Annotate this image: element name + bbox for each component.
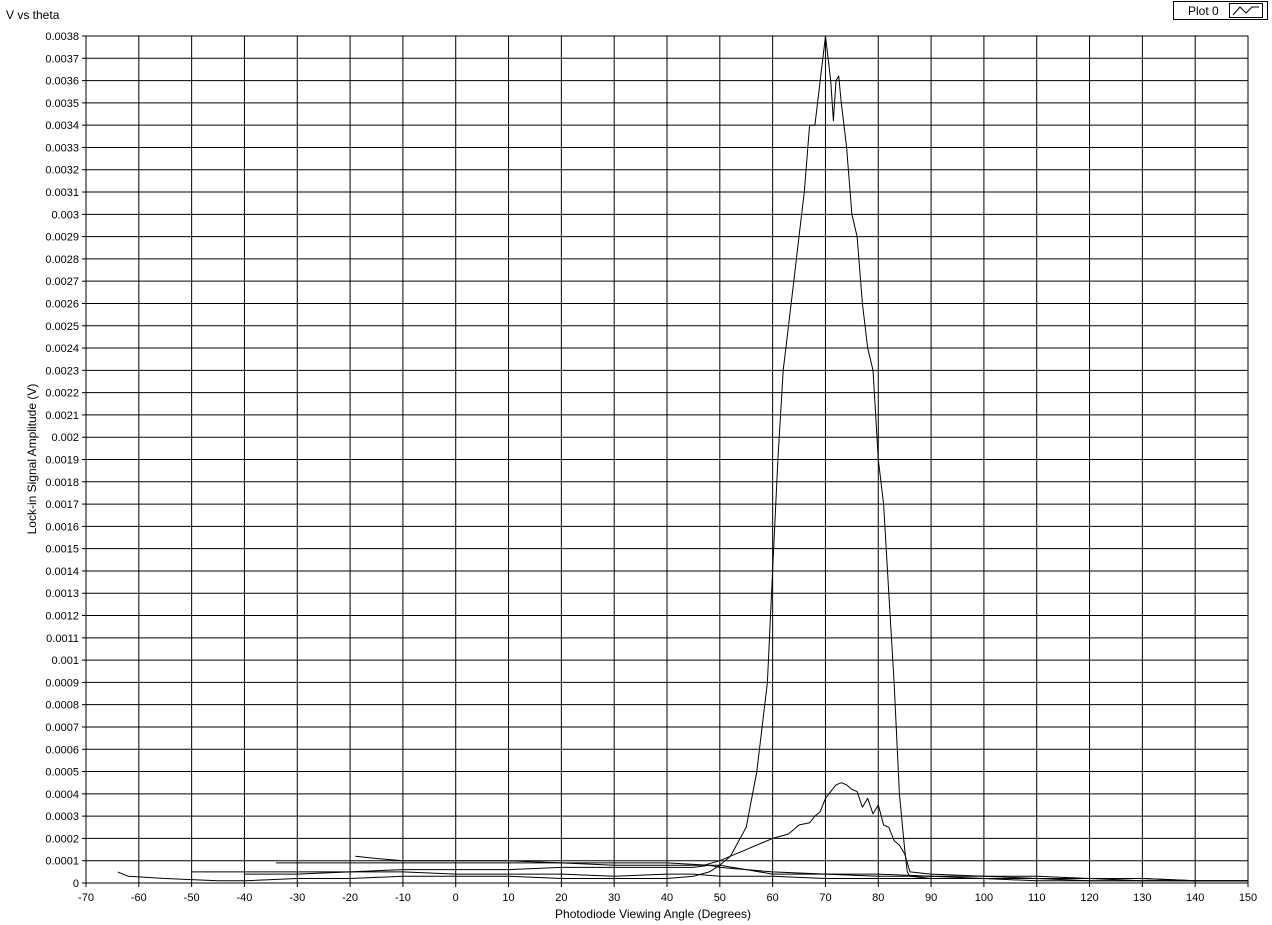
y-tick-label: 0.0029 <box>45 232 79 244</box>
x-tick-label: 110 <box>1028 892 1046 904</box>
x-tick-label: 80 <box>872 892 884 904</box>
series-line-5 <box>244 871 1248 882</box>
x-tick-label: 150 <box>1239 892 1257 904</box>
x-tick-label: -40 <box>237 892 253 904</box>
x-tick-label: 10 <box>502 892 514 904</box>
y-tick-label: 0.0011 <box>46 633 79 645</box>
y-tick-label: 0.0035 <box>45 98 79 110</box>
y-tick-label: 0.0036 <box>45 76 79 88</box>
y-tick-label: 0.001 <box>51 655 79 667</box>
x-tick-label: 130 <box>1133 892 1151 904</box>
series-line-1 <box>117 35 1248 882</box>
y-tick-label: 0.0003 <box>45 811 79 823</box>
y-tick-label: 0.0008 <box>45 700 79 712</box>
y-tick-label: 0.0032 <box>45 165 79 177</box>
x-tick-label: -70 <box>78 892 94 904</box>
y-tick-label: 0.0004 <box>45 789 79 801</box>
legend-label: Plot 0 <box>1188 4 1219 18</box>
y-tick-label: 0.0017 <box>45 499 79 511</box>
series-line-2 <box>276 782 1248 882</box>
x-tick-label: 60 <box>767 892 779 904</box>
y-tick-label: 0.0018 <box>45 477 79 489</box>
x-tick-label: 140 <box>1186 892 1204 904</box>
y-tick-label: 0.0005 <box>45 767 79 779</box>
y-tick-label: 0.0022 <box>45 388 79 400</box>
x-tick-label: 0 <box>453 892 459 904</box>
x-tick-label: -30 <box>289 892 305 904</box>
grid <box>82 35 1249 887</box>
x-tick-label: -50 <box>184 892 200 904</box>
y-tick-label: 0.0012 <box>45 611 79 623</box>
y-tick-label: 0.0021 <box>45 410 79 422</box>
y-tick-label: 0.003 <box>51 209 79 221</box>
y-axis-title: Lock-in Signal Amplitude (V) <box>25 384 39 535</box>
x-tick-label: 120 <box>1080 892 1098 904</box>
x-tick-label: 40 <box>661 892 673 904</box>
y-ticks: 0 0.0001 0.0002 0.0003 0.0004 0.0005 0.0006 0.0… <box>45 31 79 890</box>
y-tick-label: 0.0038 <box>45 31 79 43</box>
y-tick-label: 0.0014 <box>45 566 79 578</box>
y-tick-label: 0.0002 <box>45 833 79 845</box>
x-tick-label: -10 <box>395 892 411 904</box>
y-tick-label: 0.0037 <box>45 53 79 65</box>
x-tick-label: 30 <box>608 892 620 904</box>
graph-title: V vs theta <box>6 8 60 22</box>
y-tick-label: 0.0015 <box>45 544 79 556</box>
y-tick-label: 0.0016 <box>45 521 79 533</box>
y-tick-label: 0 <box>73 878 79 890</box>
y-tick-label: 0.0034 <box>45 120 79 132</box>
y-tick-label: 0.0006 <box>45 744 79 756</box>
y-tick-label: 0.0026 <box>45 298 79 310</box>
x-tick-label: 70 <box>819 892 831 904</box>
x-tick-label: -60 <box>131 892 147 904</box>
x-tick-label: 50 <box>714 892 726 904</box>
x-tick-label: -20 <box>342 892 358 904</box>
x-tick-label: 20 <box>555 892 567 904</box>
x-tick-label: 100 <box>975 892 993 904</box>
series-layer <box>117 35 1248 882</box>
y-tick-label: 0.0025 <box>45 321 79 333</box>
y-tick-label: 0.0023 <box>45 365 79 377</box>
y-tick-label: 0.002 <box>51 432 79 444</box>
y-tick-label: 0.0001 <box>45 856 79 868</box>
plot-legend[interactable]: Plot 0 <box>1173 1 1268 20</box>
x-axis-title: Photodiode Viewing Angle (Degrees) <box>555 907 751 921</box>
plot-border <box>85 35 1249 884</box>
y-tick-label: 0.0028 <box>45 254 79 266</box>
y-tick-label: 0.0024 <box>45 343 79 355</box>
x-ticks: -70 -60 -50 -40 -30 -20 -10 0 10 20 30 40 50 60 70 80 90… <box>78 892 1257 904</box>
y-tick-label: 0.0019 <box>45 455 79 467</box>
y-tick-label: 0.0007 <box>45 722 79 734</box>
y-tick-label: 0.0013 <box>45 588 79 600</box>
x-tick-label: 90 <box>925 892 937 904</box>
y-tick-label: 0.0033 <box>45 142 79 154</box>
line-style-icon[interactable] <box>1229 3 1263 18</box>
y-tick-label: 0.0009 <box>45 677 79 689</box>
y-tick-label: 0.0031 <box>45 187 79 199</box>
y-tick-label: 0.0027 <box>45 276 79 288</box>
